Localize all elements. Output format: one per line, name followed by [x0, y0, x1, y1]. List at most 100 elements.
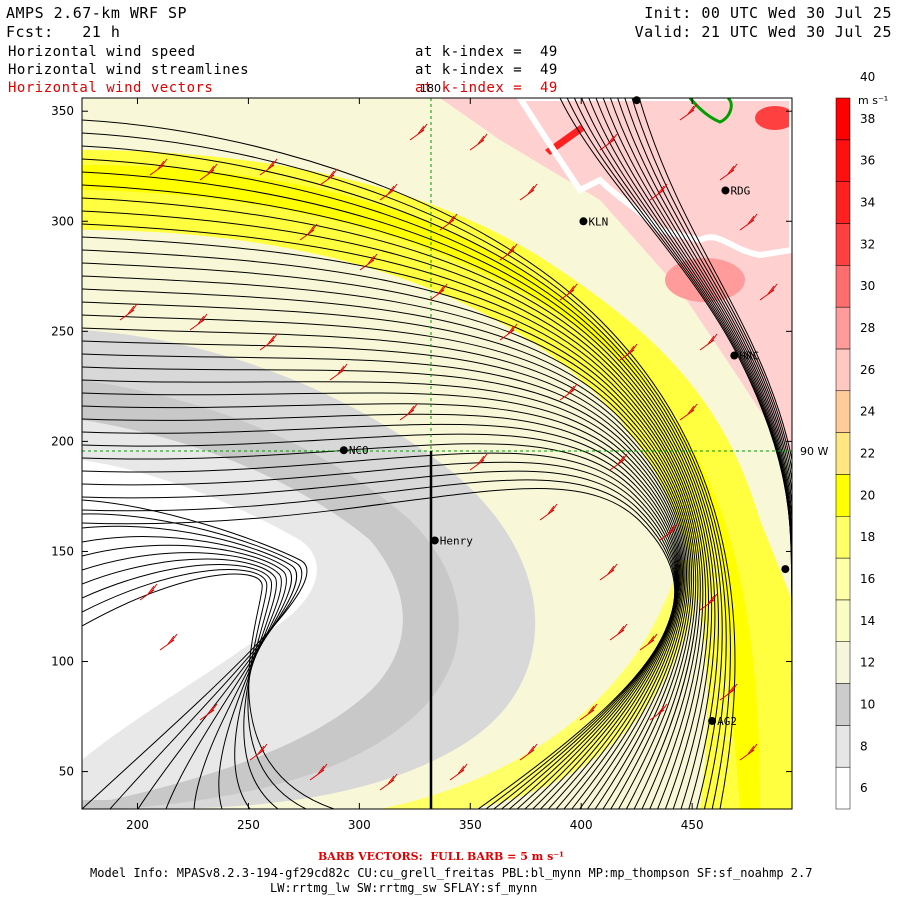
streamline [82, 314, 691, 809]
streamline [82, 443, 678, 809]
wind-barbs [119, 103, 778, 791]
colorbar-label: 14 [860, 614, 875, 628]
streamline [588, 98, 792, 609]
colorbar-swatch [835, 265, 851, 308]
wind-barb [559, 283, 578, 301]
y-tick-label: 100 [51, 655, 74, 669]
wind-barb [679, 403, 698, 421]
colorbar-swatch [835, 557, 851, 601]
streamline [82, 525, 298, 809]
station-label: KLN [588, 215, 608, 228]
streamline [82, 340, 688, 809]
streamline [82, 236, 704, 809]
colorbar-swatch [835, 223, 851, 266]
streamline [82, 452, 677, 809]
model-info-line-2: LW:rrtmg_lw SW:rrtmg_sw SFLAY:sf_mynn [270, 881, 538, 895]
streamline [82, 184, 716, 809]
barb-note: BARB VECTORS: FULL BARB = 5 m s⁻¹ [318, 850, 564, 863]
colorbar-label: 18 [860, 530, 875, 544]
field-2-level: at k-index = 49 [415, 62, 558, 78]
streamline [82, 366, 685, 809]
station-dot [430, 536, 439, 545]
station-label: NCO [349, 444, 369, 457]
wind-barb [299, 223, 318, 241]
wind-barb [659, 523, 678, 541]
field-1-name: Horizontal wind speed [8, 44, 196, 60]
wind-barb [609, 453, 628, 471]
wind-barb [619, 343, 638, 361]
wind-barb [469, 453, 488, 471]
colorbar-swatch [835, 599, 851, 642]
streamline [82, 470, 676, 809]
streamline [82, 558, 277, 809]
wind-barb [329, 363, 348, 381]
wind-barb [649, 183, 668, 201]
streamline [82, 568, 307, 809]
colorbar-label: 12 [860, 656, 875, 670]
station-label: AG2 [717, 715, 737, 728]
streamline [82, 132, 731, 809]
latitude-label: 90 W [800, 445, 828, 458]
colorbar-label: 30 [860, 279, 875, 293]
streamline [82, 327, 689, 809]
x-tick-label: 300 [348, 818, 371, 832]
wind-barb [719, 163, 738, 181]
streamline [617, 98, 792, 657]
streamline [82, 423, 679, 809]
colorbar-swatch [835, 641, 851, 684]
streamline [82, 288, 695, 809]
station-dot [579, 217, 588, 226]
station-label: RDG [730, 184, 750, 197]
y-tick-label: 200 [51, 434, 74, 448]
colorbar-label: 8 [860, 739, 868, 753]
y-tick-label: 150 [51, 544, 74, 558]
wind-barb [409, 123, 428, 141]
streamline [82, 210, 710, 809]
streamline [82, 379, 684, 809]
colorbar-label: 6 [860, 781, 868, 795]
streamline [82, 223, 707, 809]
station-dot [339, 446, 348, 455]
colorbar-unit: m s⁻¹ [858, 94, 888, 107]
colorbar-label: 32 [860, 237, 875, 251]
wind-barb [119, 303, 138, 321]
colorbar-swatch [835, 390, 851, 433]
wind-barb [499, 323, 518, 341]
wind-barb [539, 503, 558, 521]
wind-speed-shading [82, 98, 792, 809]
longitude-label: 180 [420, 82, 441, 95]
wind-barb [739, 743, 758, 761]
colorbar-swatch [835, 181, 851, 224]
x-tick-label: 200 [126, 818, 149, 832]
wind-barb [199, 703, 218, 721]
streamline [82, 499, 308, 809]
x-tick-label: 400 [570, 818, 593, 832]
streamline [638, 98, 792, 693]
streamline [82, 275, 697, 809]
colorbar-label: 24 [860, 405, 875, 419]
wind-barb [309, 763, 328, 781]
streamline [82, 564, 279, 809]
colorbar-label: 10 [860, 697, 875, 711]
streamlines [82, 98, 792, 809]
wind-barb [189, 313, 208, 331]
colorbar-swatch [835, 97, 851, 141]
colorbar: 6 8 10 12 14 16 18 20 22 24 26 28 30 32 34 36 38 40 [835, 70, 875, 810]
colorbar-label: 16 [860, 572, 875, 586]
wind-barb [699, 333, 718, 351]
wind-barb [199, 163, 218, 181]
wind-barb [439, 213, 458, 231]
wind-barb [759, 283, 778, 301]
wind-barb [719, 683, 738, 701]
colorbar-label: 26 [860, 363, 875, 377]
streamline [82, 392, 682, 809]
wind-barb [429, 283, 448, 301]
colorbar-swatch [835, 766, 851, 810]
axis-ticks: 200 250 300 350 400 450 50 100 150 200 250 300 350 [51, 98, 792, 832]
streamline [82, 262, 699, 809]
colorbar-label: 38 [860, 112, 875, 126]
wind-barb [699, 593, 718, 611]
plot-frame [81, 97, 793, 810]
forecast-hour: Fcst: 21 h [6, 23, 121, 41]
streamline [82, 249, 701, 809]
